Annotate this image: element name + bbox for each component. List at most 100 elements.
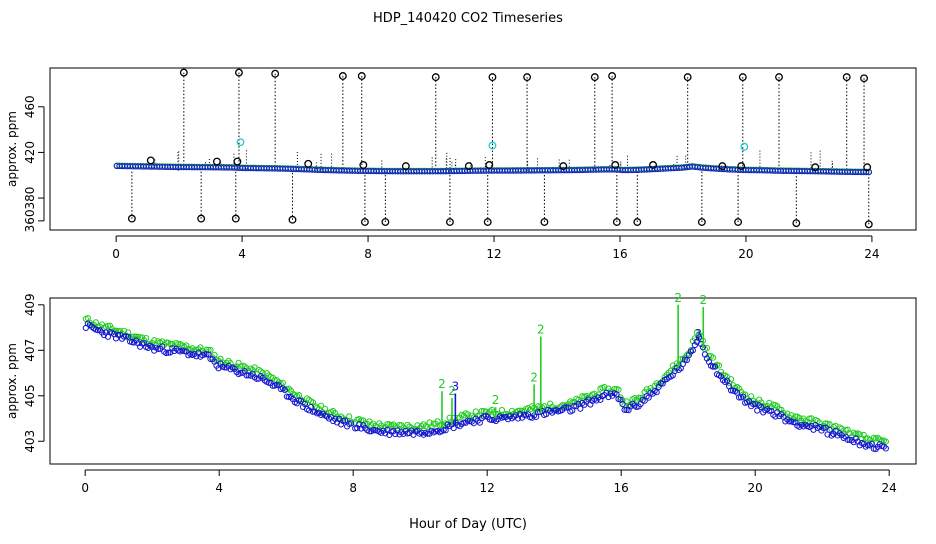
bottom-blue-point	[309, 408, 317, 415]
bottom-green-point	[106, 322, 114, 329]
bottom-blue-point	[159, 343, 166, 350]
bottom-blue-point	[243, 372, 250, 379]
bottom-blue-point	[736, 394, 743, 401]
bottom-blue-point	[400, 430, 407, 438]
bottom-green-point	[195, 346, 202, 353]
top-x-tick-label: 20	[738, 247, 753, 261]
bottom-spike-label: 2	[448, 384, 456, 398]
bottom-green-point	[806, 415, 813, 422]
top-x-tick-label: 4	[238, 247, 246, 261]
bottom-blue-point	[145, 344, 152, 351]
bottom-spike-label: 3	[694, 327, 702, 341]
bottom-x-tick-label: 16	[614, 481, 629, 495]
bottom-blue-point	[358, 425, 365, 432]
top-black-point	[590, 73, 599, 82]
bottom-green-point	[842, 426, 849, 433]
bottom-blue-point	[786, 418, 793, 425]
top-black-point	[357, 72, 366, 80]
top-plot-frame	[49, 67, 917, 231]
bottom-blue-point	[281, 386, 288, 394]
bottom-green-point	[104, 322, 112, 329]
bottom-green-point	[633, 396, 640, 403]
top-x-tick-label: 8	[364, 247, 372, 261]
bottom-green-point	[595, 391, 602, 398]
bottom-blue-point	[231, 365, 238, 373]
bottom-blue-point	[512, 412, 520, 419]
bottom-blue-point	[844, 436, 851, 443]
bottom-blue-point	[384, 426, 391, 433]
bottom-blue-point	[577, 405, 584, 412]
bottom-y-tick-label: 403	[23, 430, 37, 453]
bottom-blue-point	[366, 428, 373, 435]
top-black-point	[608, 72, 617, 80]
top-black-point	[233, 157, 242, 166]
top-y-axis-title: approx. ppm	[5, 111, 19, 187]
bottom-spike-label: 2	[530, 370, 538, 384]
top-y-tick-label: 460	[23, 95, 37, 118]
bottom-x-tick-label: 0	[81, 481, 89, 495]
bottom-green-point	[611, 385, 618, 393]
bottom-blue-point	[137, 343, 144, 350]
top-black-point	[864, 220, 873, 229]
top-y-tick-label: 360	[23, 209, 37, 232]
top-black-point	[842, 73, 851, 82]
bottom-green-point	[709, 354, 717, 361]
bottom-y-tick-label: 405	[23, 384, 37, 407]
top-x-tick-label: 0	[112, 247, 120, 261]
top-cyan-point	[740, 142, 749, 151]
bottom-y-tick-label: 409	[23, 293, 37, 316]
bottom-blue-point	[472, 415, 479, 422]
bottom-blue-point	[750, 400, 757, 408]
bottom-blue-point	[796, 423, 803, 430]
chart-title: HDP_140420 CO2 Timeseries	[373, 11, 563, 26]
bottom-blue-point	[752, 401, 759, 408]
bottom-spike-label: 3	[452, 380, 460, 394]
bottom-green-point	[108, 325, 116, 333]
top-black-point	[775, 73, 783, 82]
top-black-point	[359, 161, 368, 169]
x-axis-title: Hour of Day (UTC)	[409, 517, 527, 532]
bottom-green-point	[727, 376, 735, 383]
bottom-blue-point	[378, 429, 385, 436]
top-black-point	[431, 73, 440, 82]
bottom-blue-point	[418, 429, 425, 436]
bottom-x-tick-label: 8	[349, 481, 357, 495]
bottom-blue-point	[563, 404, 570, 411]
bottom-blue-point	[450, 424, 457, 432]
bottom-blue-point	[561, 404, 568, 411]
bottom-blue-point	[711, 363, 719, 370]
top-black-point	[464, 162, 473, 171]
bottom-green-point	[163, 339, 170, 346]
bottom-green-point	[478, 407, 485, 415]
bottom-blue-point	[203, 351, 210, 358]
bottom-blue-point	[758, 403, 765, 411]
bottom-green-point	[792, 413, 799, 420]
bottom-blue-point	[269, 382, 276, 389]
bottom-blue-point	[506, 413, 514, 420]
bottom-green-point	[516, 407, 524, 414]
bottom-blue-point	[165, 349, 172, 356]
top-black-point	[611, 161, 620, 169]
bottom-green-point	[331, 410, 339, 417]
bottom-green-point	[151, 337, 158, 344]
top-black-point	[738, 73, 747, 82]
bottom-blue-point	[673, 364, 680, 372]
bottom-blue-point	[297, 397, 305, 404]
bottom-spike-label: 2	[699, 293, 707, 307]
bottom-blue-point	[221, 364, 228, 371]
bottom-blue-point	[792, 419, 799, 426]
bottom-spike-label: 2	[674, 291, 682, 305]
bottom-blue-point	[723, 377, 731, 384]
top-black-point	[483, 218, 492, 226]
bottom-green-point	[703, 345, 711, 352]
bottom-green-point	[661, 373, 668, 381]
bottom-green-point	[321, 405, 329, 412]
bottom-blue-point	[86, 321, 93, 329]
bottom-blue-point	[619, 400, 626, 408]
bottom-blue-point	[740, 393, 747, 400]
top-black-point	[683, 73, 692, 82]
bottom-blue-point	[623, 406, 630, 414]
bottom-blue-point	[114, 331, 122, 338]
bottom-blue-point	[691, 341, 698, 349]
